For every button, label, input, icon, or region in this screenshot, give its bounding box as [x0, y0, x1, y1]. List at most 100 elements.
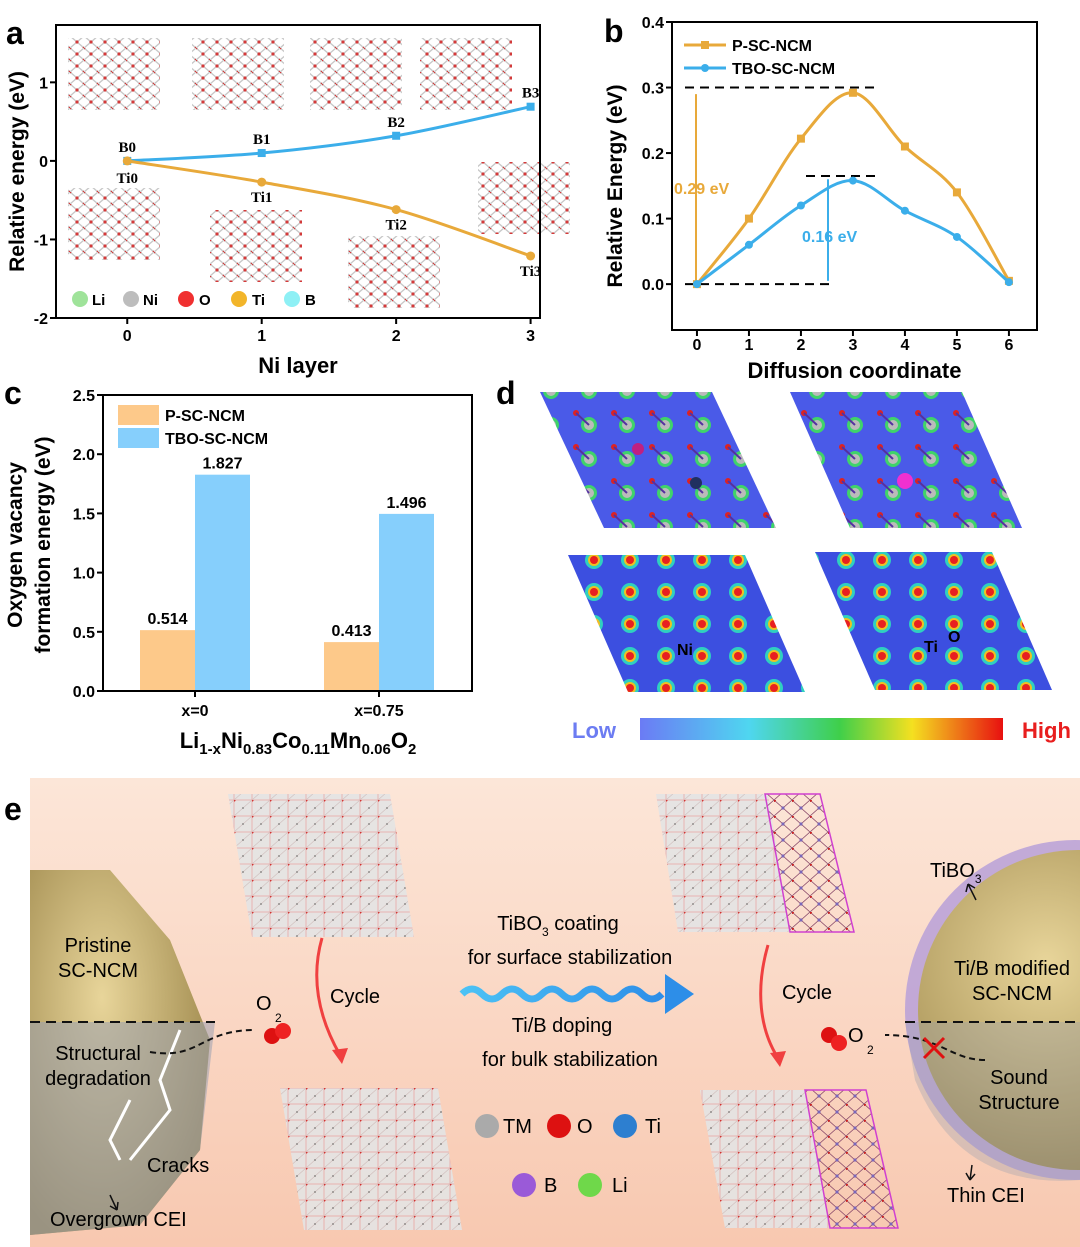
chart-c-plot: 0.514 0.413 P-SC-NCM 1.827 1.496 TBO-SC-NCM 0.…	[4, 388, 473, 758]
x-tick-label: 2	[392, 328, 401, 345]
legend-ti: Ti	[252, 292, 265, 309]
point-label: Ti3	[520, 264, 541, 280]
x-tick-label: 5	[952, 337, 961, 354]
y-tick-label: 1.5	[73, 506, 95, 523]
x-tick-label: x=0	[181, 703, 208, 720]
x-tick-label: 0	[693, 337, 702, 354]
dopant-atom	[690, 477, 702, 489]
data-point	[796, 134, 805, 143]
crystal-structure-inset	[68, 38, 160, 110]
blocked-o2-arrow	[884, 1034, 986, 1061]
bar	[140, 630, 195, 691]
y-tick-label: 1.0	[73, 566, 95, 583]
legend-b: B	[305, 292, 316, 309]
data-point	[526, 102, 535, 111]
coating-label: TiBO3 coating	[497, 913, 619, 939]
point-label: Ti0	[117, 171, 138, 187]
crack	[108, 1099, 132, 1161]
y-tick-label: 0.0	[73, 684, 95, 701]
data-point	[391, 205, 401, 215]
data-point	[692, 280, 701, 289]
x-tick-label: 4	[900, 337, 909, 354]
tibo3-coating-layer	[804, 1089, 899, 1229]
pointer-arrow	[965, 883, 977, 901]
data-point	[744, 240, 753, 249]
point-label: B2	[387, 115, 405, 131]
ni-label: Ni	[677, 642, 693, 659]
point-label: Ti1	[251, 190, 272, 206]
crystal-structure-inset	[68, 188, 160, 260]
ti-atom-icon	[613, 1114, 637, 1138]
y-tick-label: 0	[39, 154, 48, 171]
legend-swatch	[118, 428, 159, 448]
plot-frame	[671, 21, 1038, 331]
modified-particle	[918, 850, 1080, 1170]
atom-legend: Li Ni O Ti B	[72, 291, 316, 309]
bar-value-label: 1.496	[386, 495, 426, 512]
x-tick-label: 0	[123, 328, 132, 345]
tibo3-label: TiBO3	[930, 860, 982, 886]
panel-e-schematic: e Pristine SC-NCM Structural degradation…	[4, 778, 1080, 1247]
cracks-label: Cracks	[147, 1155, 209, 1177]
y-axis-label-line1: Oxygen vacancy	[4, 462, 27, 628]
ni-atom-icon	[123, 291, 139, 307]
bar	[379, 513, 434, 691]
o2-release-arrow	[149, 1029, 256, 1055]
overgrown-cei-label: Overgrown CEI	[50, 1209, 187, 1231]
crystal-insets	[68, 38, 570, 308]
dopant-atom	[632, 443, 644, 455]
y-axis-label: Relative Energy (eV)	[604, 84, 627, 287]
point-label: B0	[118, 140, 136, 156]
colorbar	[640, 718, 1003, 740]
annotation-0-16-ev: 0.16 eV	[802, 229, 857, 246]
thin-cei-layer	[905, 1022, 1080, 1181]
legend-label: TBO-SC-NCM	[165, 431, 268, 448]
ti-label: Ti	[924, 639, 938, 656]
series-line	[695, 91, 1011, 286]
y-tick-label: 0.1	[642, 212, 664, 229]
legend-label: TBO-SC-NCM	[732, 61, 835, 78]
data-point	[744, 214, 753, 223]
b-atom-icon	[284, 291, 300, 307]
arrow-head	[332, 1048, 348, 1064]
tm-atom-icon	[475, 1114, 499, 1138]
y-tick-label: 0.2	[642, 146, 664, 163]
modified-label-2: SC-NCM	[972, 983, 1052, 1005]
panel-label-c: c	[4, 375, 22, 411]
o2-molecule-icon	[831, 1035, 847, 1051]
data-point	[900, 206, 909, 215]
y-tick-label: 0.3	[642, 81, 664, 98]
o2-left-label: O	[256, 993, 272, 1015]
y-tick-label: -1	[34, 232, 48, 249]
blocked-x-icon	[922, 1036, 946, 1060]
x-axis-label: Ni layer	[258, 353, 338, 378]
schematic-background	[30, 778, 1080, 1247]
data-point	[1004, 278, 1013, 287]
ti-charge-density-map	[815, 552, 1052, 690]
y-tick-label: -2	[34, 311, 48, 328]
arrow-head	[770, 1051, 786, 1067]
x-axis-label: Li1-xNi0.83Co0.11Mn0.06O2	[180, 728, 417, 758]
cycle-arrow-left	[315, 937, 342, 1056]
legend-b: B	[544, 1175, 557, 1197]
x-tick-label: 2	[796, 337, 805, 354]
colorbar-high-label: High	[1022, 718, 1071, 743]
ti-structure-top-view	[790, 392, 1022, 528]
pristine-label-1: Pristine	[65, 935, 132, 957]
chart-b-plot: 0 1 2 3 4 5 6 0.0 0.1 0.2 0.3 0.4 Diffusion coordina…	[604, 15, 1038, 383]
b-atom-icon	[512, 1173, 536, 1197]
x-tick-label: 3	[526, 328, 535, 345]
overgrown-cei-layer	[30, 1022, 215, 1235]
structural-label-2: degradation	[45, 1068, 151, 1090]
bar-value-label: 0.514	[147, 611, 187, 628]
data-point	[526, 251, 536, 261]
colorbar-low-label: Low	[572, 718, 617, 743]
surface-stabilization-label: for surface stabilization	[468, 947, 673, 969]
chart-a-plot: 0 1 2 3 1 0 -1 -2 Ni layer Relative energy (eV) B0…	[6, 24, 541, 378]
legend-label: P-SC-NCM	[732, 38, 812, 55]
ti-atom	[897, 473, 913, 489]
x-tick-label: 3	[848, 337, 857, 354]
panel-b-diffusion-barrier: b 0 1 2 3 4 5 6 0.0 0.1 0.2 0.3 0.4 Diffusion coordi…	[604, 13, 1038, 383]
y-tick-label: 2.0	[73, 447, 95, 464]
crystal-structure-inset	[348, 236, 440, 308]
